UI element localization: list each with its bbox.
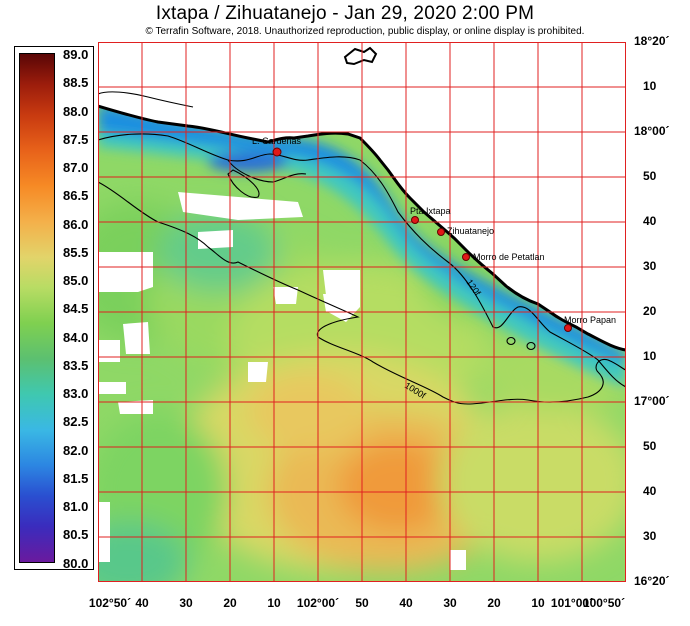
lon-label: 40 xyxy=(399,596,413,610)
isobath-shallow xyxy=(98,133,626,388)
legend-label: 84.0 xyxy=(63,329,89,345)
legend-label: 85.5 xyxy=(63,244,89,260)
sst-map[interactable]: 1000f 120f L. Cardenas Pta Ixtapa Zihuat… xyxy=(98,42,626,582)
lon-label: 10 xyxy=(267,596,281,610)
legend-label: 82.5 xyxy=(63,414,89,430)
lon-label: 50 xyxy=(355,596,369,610)
legend-label: 86.0 xyxy=(63,216,89,232)
lat-label: 50 xyxy=(643,169,657,183)
lat-label: 17°00´ xyxy=(634,394,670,408)
lat-label: 18°00´ xyxy=(634,124,670,138)
lat-lon-grid xyxy=(98,42,626,582)
legend-label: 80.0 xyxy=(63,555,89,571)
lon-label: 102°50´ xyxy=(88,596,132,610)
legend-label: 81.5 xyxy=(63,470,89,486)
no-data-patches xyxy=(98,192,466,570)
marker-papanoa[interactable] xyxy=(564,324,572,332)
label-ixtapa: Pta Ixtapa xyxy=(410,206,451,216)
lon-label: 20 xyxy=(223,596,237,610)
label-petatlan: Morro de Petatlan xyxy=(473,252,545,262)
marker-petatlan[interactable] xyxy=(462,253,470,261)
lat-label: 18°20´ xyxy=(634,34,670,48)
legend-label: 88.5 xyxy=(63,75,89,91)
lat-label: 20 xyxy=(643,304,657,318)
lat-label: 10 xyxy=(643,349,657,363)
map-title: Ixtapa / Zihuatanejo - Jan 29, 2020 2:00… xyxy=(155,3,535,24)
label-papanoa: Morro Papan xyxy=(564,315,616,325)
marker-ixtapa[interactable] xyxy=(411,216,419,224)
legend-label: 89.0 xyxy=(63,47,89,62)
lon-label: 101°00´ xyxy=(550,596,594,610)
lon-label: 20 xyxy=(487,596,501,610)
label-zihuatanejo: Zihuatanejo xyxy=(447,226,494,236)
lat-label: 30 xyxy=(643,259,657,273)
island xyxy=(343,46,378,66)
lat-label: 16°20´ xyxy=(634,574,670,588)
lat-label: 50 xyxy=(643,439,657,453)
lon-label: 100°50´ xyxy=(582,596,626,610)
temperature-legend: 89.0 88.5 88.0 87.5 87.0 86.5 86.0 85.5 85.0 84.5… xyxy=(14,46,94,570)
marker-cardenas[interactable] xyxy=(272,147,282,157)
lon-label: 30 xyxy=(179,596,193,610)
isobath-deep xyxy=(98,181,626,405)
lat-label: 10 xyxy=(643,79,657,93)
place-markers: L. Cardenas Pta Ixtapa Zihuatanejo Morro… xyxy=(252,136,616,332)
legend-color-bar xyxy=(19,53,55,563)
legend-frame xyxy=(14,46,94,570)
lat-label: 40 xyxy=(643,214,657,228)
label-cardenas: L. Cardenas xyxy=(252,136,302,146)
legend-label: 81.0 xyxy=(63,499,89,514)
legend-label: 88.0 xyxy=(63,103,89,119)
bathymetry-lines xyxy=(98,91,626,405)
copyright-notice: © Terrafin Software, 2018. Unauthorized … xyxy=(145,26,585,37)
legend-label: 87.0 xyxy=(63,160,89,175)
lon-label: 10 xyxy=(531,596,545,610)
legend-label: 87.5 xyxy=(63,131,89,147)
legend-label: 84.5 xyxy=(63,301,89,317)
lat-label: 30 xyxy=(643,529,657,543)
lon-label: 102°00´ xyxy=(296,596,340,610)
legend-label: 82.0 xyxy=(63,442,89,458)
marker-zihuatanejo[interactable] xyxy=(437,228,445,236)
lon-label: 30 xyxy=(443,596,457,610)
map-border xyxy=(98,42,626,582)
lon-label: 40 xyxy=(135,596,149,610)
legend-label: 83.0 xyxy=(63,386,89,401)
legend-label: 85.0 xyxy=(63,273,89,288)
legend-label: 86.5 xyxy=(63,188,89,204)
legend-label: 83.5 xyxy=(63,357,89,373)
lat-label: 40 xyxy=(643,484,657,498)
legend-label: 80.5 xyxy=(63,527,89,543)
